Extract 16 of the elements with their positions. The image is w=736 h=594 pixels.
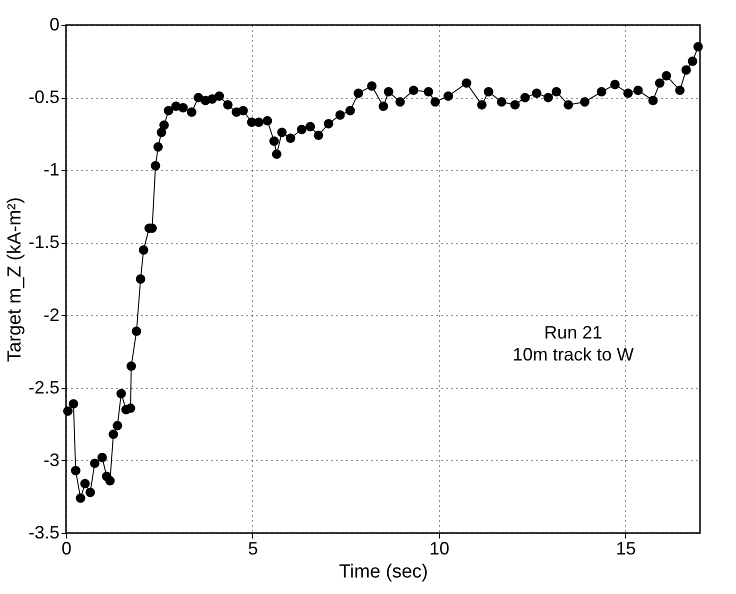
y-tick-label: -2.5 [28, 377, 60, 398]
y-tick-label: 0 [49, 14, 60, 34]
y-tick-label: -1 [43, 160, 60, 180]
annotation: 10m track to W [512, 344, 634, 365]
x-tick-label: 10 [429, 538, 450, 558]
y-tick-label: -3 [43, 450, 60, 470]
y-axis-title: Target m_Z (kA-m²) [4, 197, 26, 362]
x-tick-label: 5 [248, 538, 258, 558]
x-tick-label: 15 [616, 538, 636, 558]
y-tick-label: -2 [43, 304, 60, 325]
y-tick-label: -3.5 [28, 522, 60, 542]
y-tick-label: -1.5 [28, 232, 60, 252]
y-tick-label: -0.5 [28, 87, 60, 108]
x-axis-title: Time (sec) [338, 562, 428, 582]
x-tick-label: 0 [61, 538, 72, 558]
annotation: Run 21 [544, 322, 602, 343]
